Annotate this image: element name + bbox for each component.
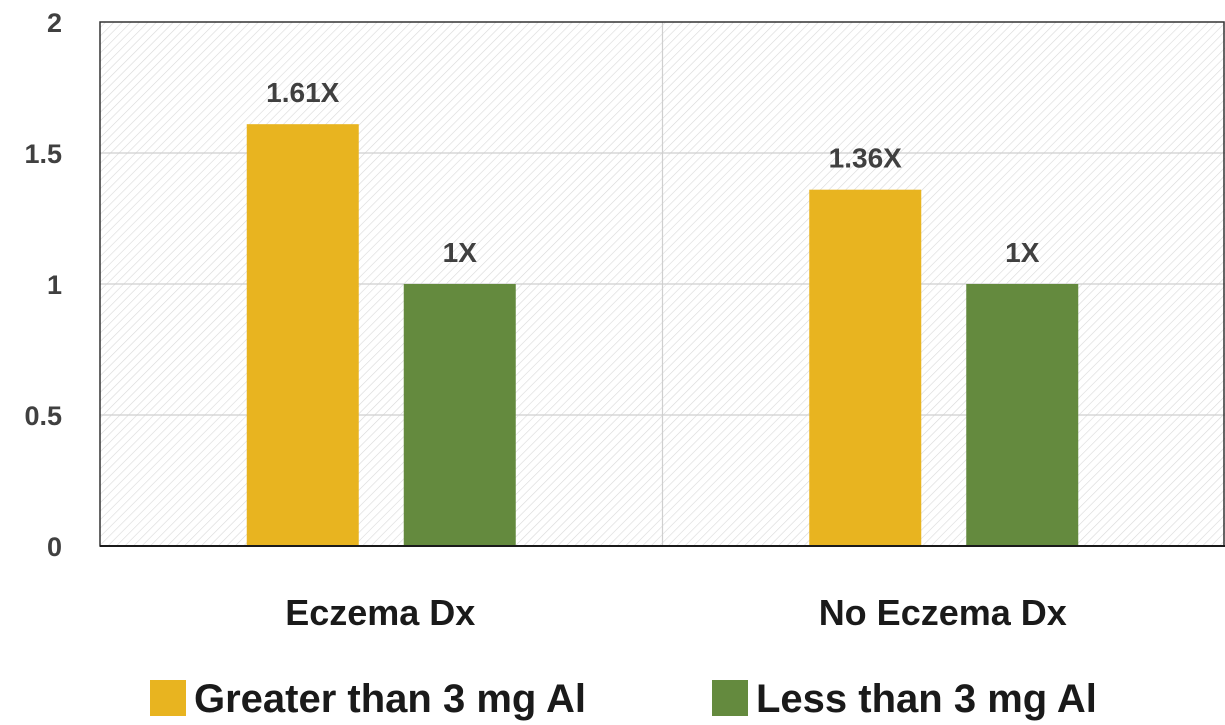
bar — [247, 124, 359, 546]
y-tick-label: 0 — [47, 532, 62, 562]
x-category-label: Eczema Dx — [285, 592, 475, 633]
legend-label: Greater than 3 mg Al — [194, 677, 586, 721]
x-axis-categories: Eczema Dx No Eczema Dx — [285, 592, 1067, 633]
data-label: 1.36X — [829, 143, 902, 174]
y-axis-ticks: 0 0.5 1 1.5 2 — [24, 8, 62, 562]
data-label: 1X — [1005, 237, 1040, 268]
y-tick-label: 2 — [47, 8, 62, 38]
x-category-label: No Eczema Dx — [819, 592, 1067, 633]
y-tick-label: 1 — [47, 270, 62, 300]
legend-swatch — [712, 680, 748, 716]
bar — [966, 284, 1078, 546]
data-label: 1.61X — [266, 77, 339, 108]
y-tick-label: 0.5 — [24, 401, 62, 431]
y-tick-label: 1.5 — [24, 139, 62, 169]
legend-label: Less than 3 mg Al — [756, 677, 1097, 721]
data-label: 1X — [443, 237, 478, 268]
legend-swatch — [150, 680, 186, 716]
legend: Greater than 3 mg Al Less than 3 mg Al — [150, 677, 1097, 721]
bar — [809, 190, 921, 546]
bar — [404, 284, 516, 546]
